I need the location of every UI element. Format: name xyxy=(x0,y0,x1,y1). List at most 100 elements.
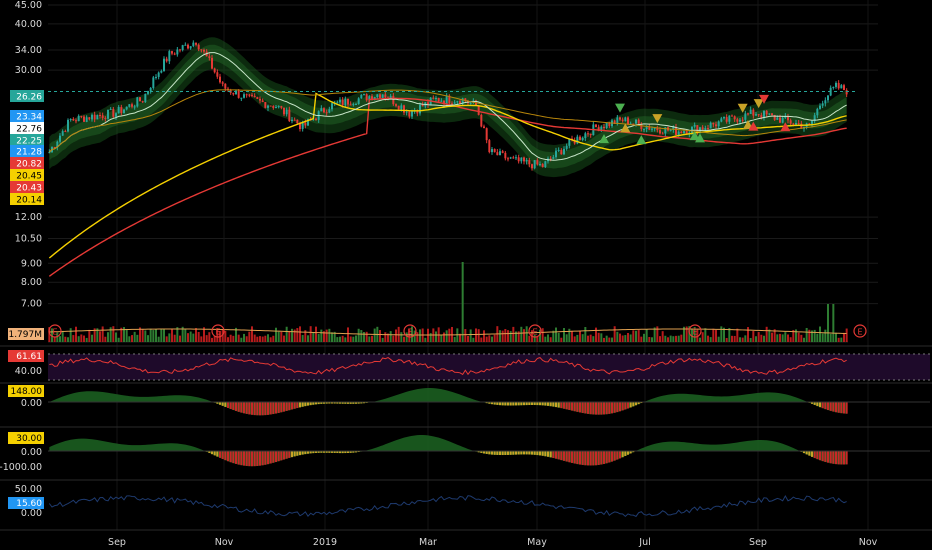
volume-bar xyxy=(147,335,149,342)
candle-body xyxy=(59,135,61,142)
volume-bar xyxy=(379,330,381,342)
buy-signal-marker xyxy=(695,133,705,143)
osc1-hist-bar xyxy=(256,402,259,416)
osc1-hist-bar xyxy=(240,402,243,413)
candle-body xyxy=(304,122,307,126)
volume-bar xyxy=(616,331,619,342)
osc1-hist-bar xyxy=(336,402,339,404)
volume-bar xyxy=(661,331,664,342)
osc1-hist-bar xyxy=(339,402,341,404)
volume-bar xyxy=(443,332,445,342)
volume-bar xyxy=(515,331,517,342)
candle-body xyxy=(397,105,400,110)
rsi-tick-label: 40.00 xyxy=(15,366,42,377)
candle-body xyxy=(211,57,213,69)
candle-body xyxy=(461,98,464,104)
volume-bar xyxy=(701,332,704,342)
volume-bar xyxy=(587,335,589,342)
osc1-hist-bar xyxy=(536,402,539,406)
volume-bar xyxy=(637,330,640,342)
volume-bar xyxy=(453,336,456,342)
candle-body xyxy=(552,157,555,159)
volume-bar xyxy=(501,330,504,342)
volume-bar xyxy=(792,329,795,342)
osc2-hist-bar xyxy=(579,451,581,465)
candle-body xyxy=(696,125,699,133)
candle-body xyxy=(579,136,581,140)
volume-bar xyxy=(808,329,811,342)
osc2-hist-bar xyxy=(627,451,629,455)
osc1-hist-bar xyxy=(813,402,816,405)
price-tick-label: 45.00 xyxy=(15,0,42,11)
candle-body xyxy=(488,140,491,153)
volume-bar xyxy=(301,335,304,342)
candle-body xyxy=(635,119,637,124)
sell-signal-marker xyxy=(652,114,663,124)
volume-bar xyxy=(552,330,555,342)
osc1-hist-bar xyxy=(309,402,312,406)
osc2-hist-bar xyxy=(589,451,592,466)
volume-bar xyxy=(464,329,467,342)
osc1-hist-bar xyxy=(613,402,616,413)
candle-body xyxy=(80,115,83,117)
candle-body xyxy=(448,95,451,104)
volume-bar xyxy=(747,327,749,342)
osc2-hist-bar xyxy=(597,451,600,465)
osc2-hist-bar xyxy=(283,451,285,460)
candle-body xyxy=(581,138,584,140)
volume-bar xyxy=(581,334,584,342)
candle-body xyxy=(48,152,51,154)
osc2-hist-bar xyxy=(336,451,339,454)
volume-bar xyxy=(435,331,437,342)
volume-bar xyxy=(123,327,125,342)
osc2-hist-bar xyxy=(832,451,835,464)
osc2-hist-bar xyxy=(512,451,515,455)
candle-body xyxy=(565,145,568,149)
candle-body xyxy=(104,117,107,119)
volume-bar xyxy=(136,334,139,342)
volume-bar xyxy=(525,326,528,342)
volume-bar xyxy=(725,337,728,342)
candle-body xyxy=(291,119,293,122)
osc2-hist-bar xyxy=(600,451,603,465)
candle-body xyxy=(584,133,587,139)
volume-bar xyxy=(573,336,576,342)
volume-bar xyxy=(107,332,109,342)
osc2-hist-bar xyxy=(581,451,584,465)
osc2-hist-bar xyxy=(824,451,827,462)
volume-bar xyxy=(357,328,360,342)
candle-body xyxy=(99,115,101,117)
candle-body xyxy=(651,128,653,130)
candle-body xyxy=(787,116,789,121)
volume-bar xyxy=(789,337,792,342)
earnings-marker-label: E xyxy=(857,328,862,337)
volume-bar xyxy=(187,333,189,342)
volume-bar xyxy=(200,336,203,342)
osc1-hist-bar xyxy=(261,402,264,416)
osc2-hist-bar xyxy=(251,451,253,467)
osc2-hist-bar xyxy=(811,451,813,457)
volume-bar xyxy=(493,334,496,342)
volume-bar xyxy=(440,335,443,342)
candle-body xyxy=(656,127,659,131)
volume-bar xyxy=(768,329,771,342)
candle-body xyxy=(541,164,544,168)
volume-bar xyxy=(539,329,541,342)
volume-bar xyxy=(53,337,56,342)
osc1-hist-bar xyxy=(243,402,245,414)
candle-body xyxy=(445,95,448,104)
volume-bar xyxy=(731,335,733,342)
candle-body xyxy=(256,97,259,99)
volume-bar xyxy=(760,334,763,342)
osc2-hist-bar xyxy=(275,451,277,463)
osc2-hist-bar xyxy=(256,451,259,466)
osc2-hist-bar xyxy=(211,451,213,455)
candle-body xyxy=(147,91,149,94)
osc2-hist-bar xyxy=(288,451,291,458)
osc1-hist-bar xyxy=(283,402,285,412)
volume-bar xyxy=(757,332,760,342)
candle-body xyxy=(712,122,715,125)
osc2-badge-label: 30.00 xyxy=(16,434,42,444)
volume-bar xyxy=(605,335,608,342)
